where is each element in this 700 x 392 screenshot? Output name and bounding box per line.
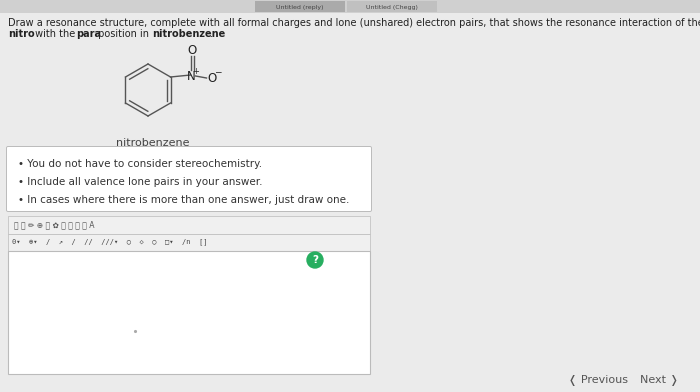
FancyBboxPatch shape — [0, 0, 700, 13]
FancyBboxPatch shape — [8, 251, 370, 374]
Text: ?: ? — [312, 255, 318, 265]
Text: ✋ 🔒 ✏ ⊕ 👁 ✿ 🌐 🐾 🔍 🔍 A: ✋ 🔒 ✏ ⊕ 👁 ✿ 🌐 🐾 🔍 🔍 A — [14, 220, 94, 229]
Text: nitrobenzene: nitrobenzene — [152, 29, 225, 38]
Text: nitrobenzene: nitrobenzene — [116, 138, 190, 148]
FancyBboxPatch shape — [6, 147, 372, 212]
FancyBboxPatch shape — [255, 1, 345, 12]
Text: +: + — [192, 67, 199, 76]
Text: .: . — [210, 29, 213, 38]
FancyBboxPatch shape — [8, 216, 370, 234]
Text: para: para — [76, 29, 101, 38]
Text: −: − — [214, 67, 221, 76]
Text: nitro: nitro — [8, 29, 34, 38]
Circle shape — [307, 252, 323, 268]
Text: 0▾  ⊕▾  /  ↗  /  //  ///▾  ○  ◇  ○  □▾  /n  []: 0▾ ⊕▾ / ↗ / // ///▾ ○ ◇ ○ □▾ /n [] — [12, 238, 207, 245]
Text: Untitled (reply): Untitled (reply) — [276, 5, 323, 10]
FancyBboxPatch shape — [8, 234, 370, 251]
Text: Draw a resonance structure, complete with all formal charges and lone (unshared): Draw a resonance structure, complete wit… — [8, 18, 700, 28]
Text: position in: position in — [95, 29, 153, 38]
Text: N: N — [187, 69, 196, 82]
FancyBboxPatch shape — [347, 1, 437, 12]
Text: • In cases where there is more than one answer, just draw one.: • In cases where there is more than one … — [18, 195, 349, 205]
Text: Untitled (Chegg): Untitled (Chegg) — [366, 5, 418, 10]
Text: O: O — [187, 44, 196, 56]
Text: O: O — [207, 71, 216, 85]
Text: • You do not have to consider stereochemistry.: • You do not have to consider stereochem… — [18, 159, 262, 169]
Text: • Include all valence lone pairs in your answer.: • Include all valence lone pairs in your… — [18, 177, 262, 187]
Text: Next ❭: Next ❭ — [640, 376, 679, 387]
Text: with the: with the — [32, 29, 78, 38]
Text: ❬ Previous: ❬ Previous — [568, 376, 628, 387]
